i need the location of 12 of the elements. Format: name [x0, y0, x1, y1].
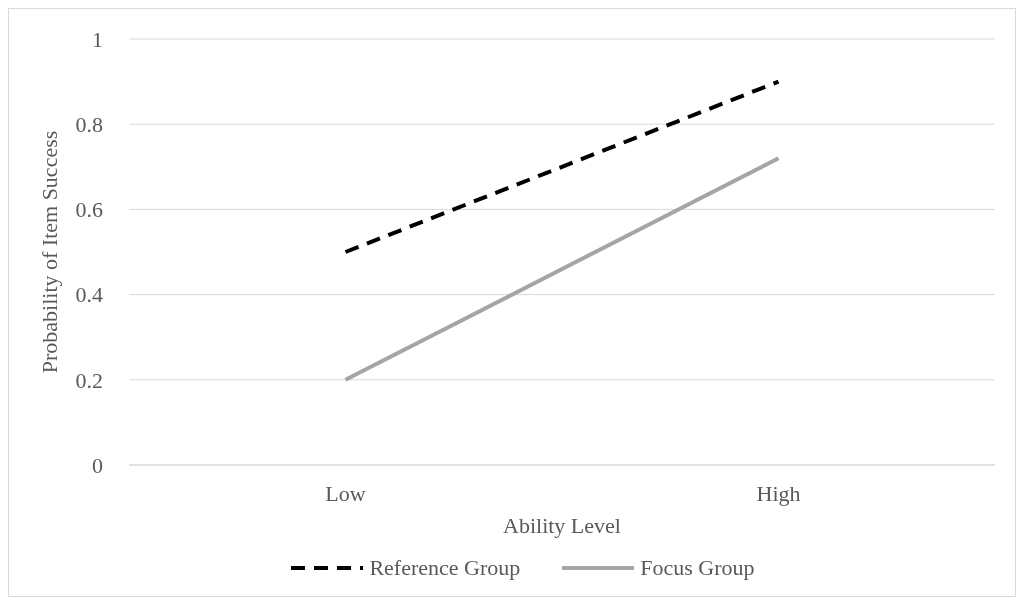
y-tick-label: 0: [92, 452, 103, 478]
y-tick-label: 0.6: [75, 197, 103, 223]
y-tick-label: 0.4: [75, 282, 103, 308]
y-axis-title: Probability of Item Success: [36, 130, 62, 374]
legend-label: Reference Group: [369, 555, 521, 581]
x-tick-label: Low: [325, 480, 366, 506]
x-tick-label: High: [756, 480, 801, 506]
y-tick-label: 0.2: [75, 367, 103, 393]
x-axis-title: Ability Level: [503, 513, 621, 538]
y-tick-label: 0.8: [75, 112, 103, 138]
legend-label: Focus Group: [640, 555, 755, 581]
y-tick-label: 1: [92, 26, 103, 52]
